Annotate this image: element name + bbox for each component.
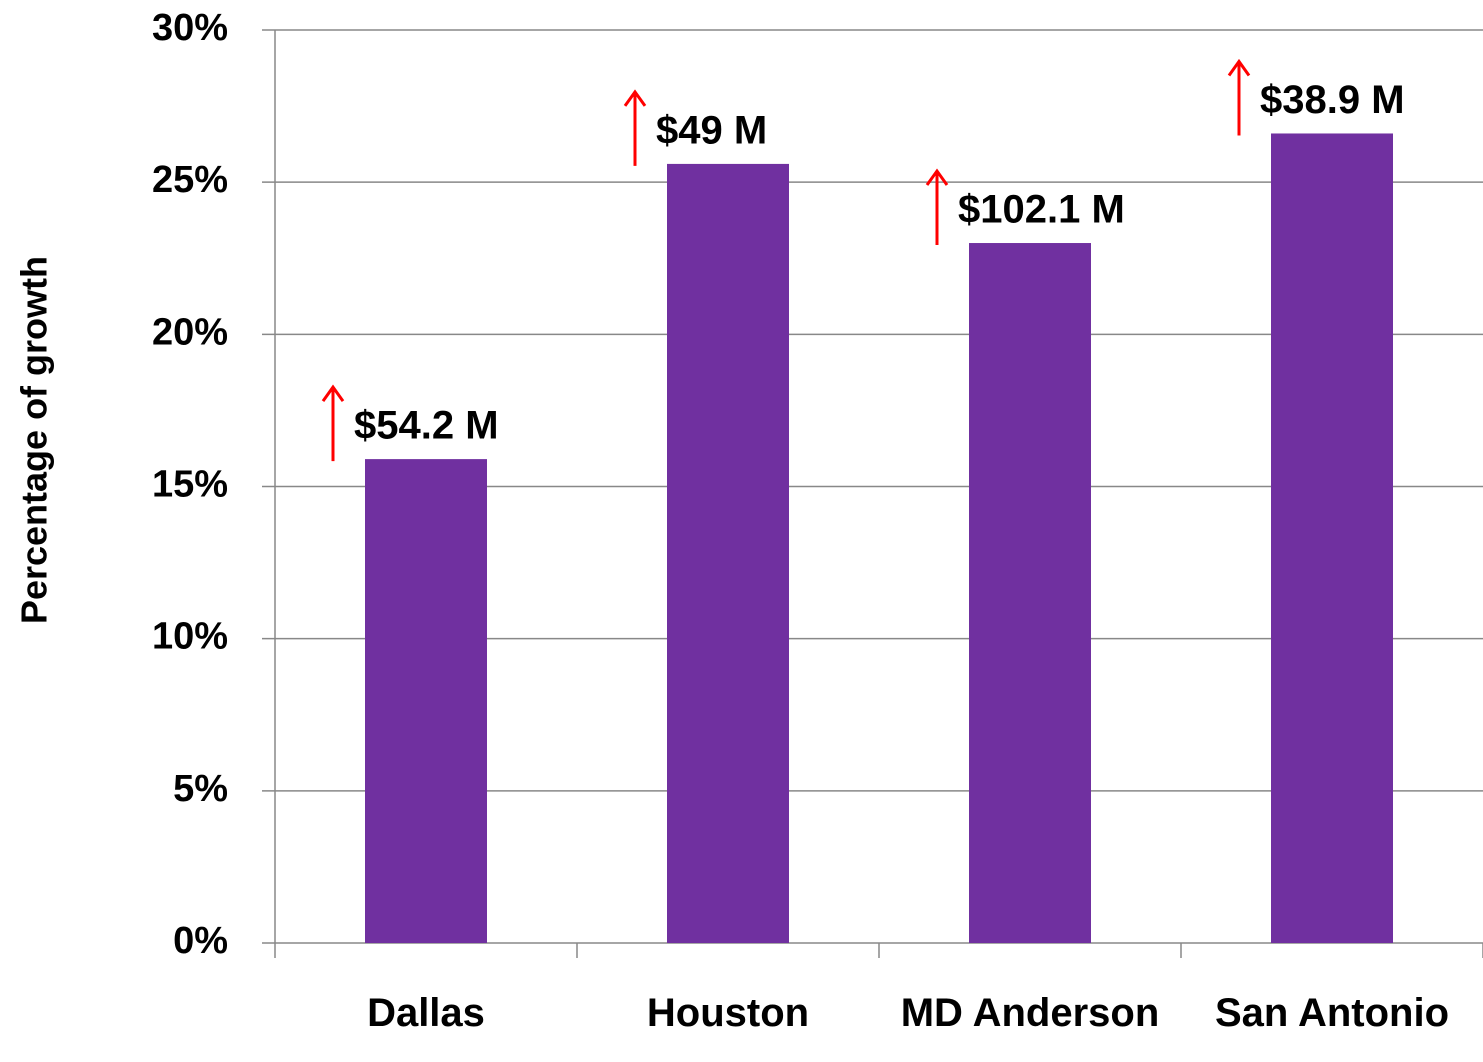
y-axis-title: Percentage of growth (14, 256, 55, 624)
bar (1271, 133, 1393, 943)
bar (667, 163, 789, 943)
annotation: $38.9 M (1260, 78, 1405, 122)
annotation-arrowhead (321, 384, 345, 402)
x-tick-label: San Antonio (1214, 990, 1450, 1035)
x-tick-label: MD Anderson (900, 990, 1160, 1035)
annotation-arrowhead (623, 89, 647, 107)
y-tick-label: 0% (173, 920, 228, 962)
annotation-arrowhead (925, 168, 949, 186)
y-tick-label: 10% (152, 616, 228, 658)
bar (969, 243, 1091, 944)
annotation: $49 M (656, 108, 767, 152)
y-tick-label: 15% (152, 464, 228, 506)
x-tick-label: Houston (646, 990, 810, 1035)
bar (365, 459, 487, 943)
annotation: $54.2 M (354, 404, 499, 448)
y-tick-label: 5% (173, 768, 228, 810)
y-tick-label: 30% (152, 7, 228, 49)
x-tick-label: Dallas (367, 990, 485, 1035)
annotation: $102.1 M (958, 188, 1125, 232)
y-tick-label: 25% (152, 159, 228, 201)
y-tick-label: 20% (152, 311, 228, 353)
annotation-arrowhead (1227, 58, 1251, 77)
